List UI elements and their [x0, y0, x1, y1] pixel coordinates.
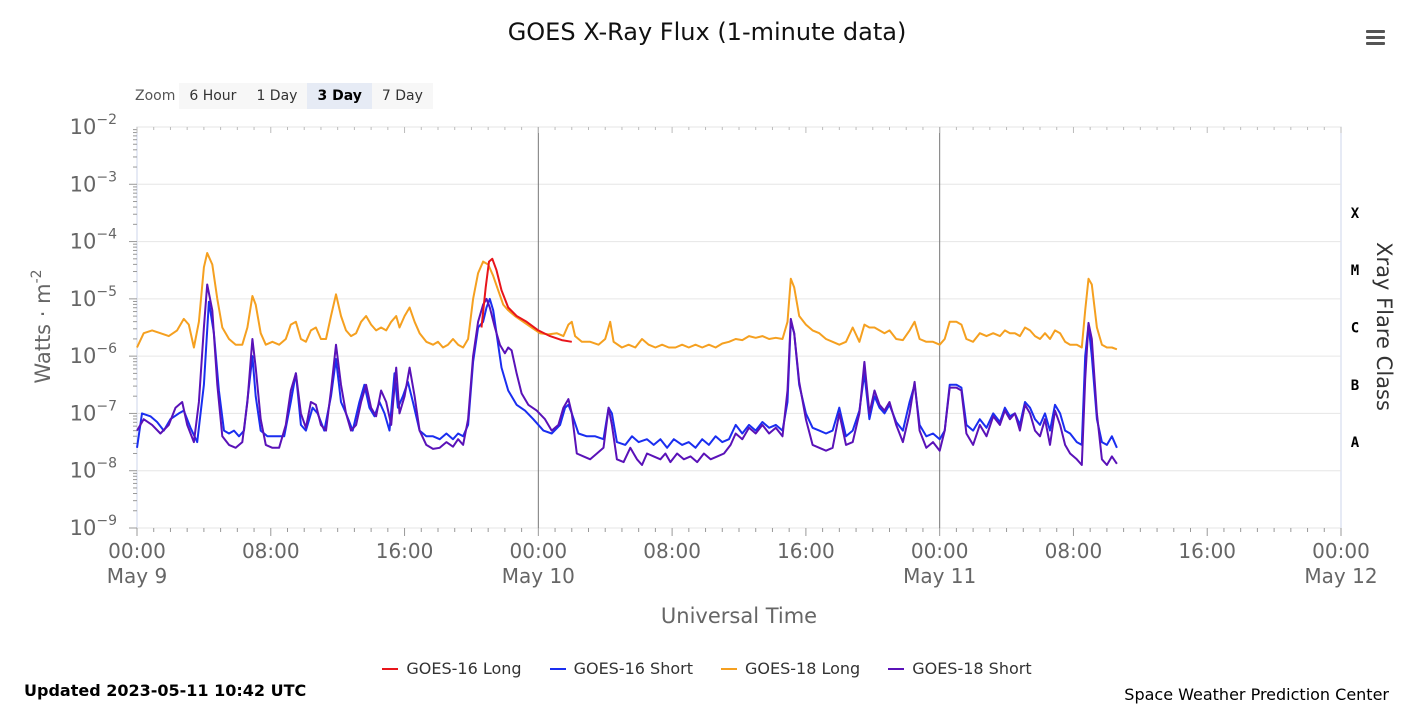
y-tick-label: 10−7: [70, 398, 117, 425]
x-tick-label: 08:00: [1045, 539, 1103, 563]
y-tick-label: 10−8: [70, 456, 117, 483]
y-tick-label: 10−3: [70, 169, 117, 196]
series-line-goes18-short: [136, 283, 1118, 466]
x-tick-label: 16:00: [376, 539, 434, 563]
x-tick-label: 08:00: [242, 539, 300, 563]
x-tick-date-label: May 12: [1304, 564, 1377, 588]
series-line-goes18-long: [136, 252, 1118, 351]
zoom-7-day-button[interactable]: 7 Day: [371, 83, 433, 109]
legend-item-goes18-long[interactable]: GOES-18 Long: [721, 659, 860, 678]
x-tick-date-label: May 11: [903, 564, 976, 588]
flare-class-label: A: [1351, 435, 1360, 451]
credit-text: Space Weather Prediction Center: [1124, 685, 1389, 704]
x-tick-date-label: May 10: [502, 564, 575, 588]
y-tick-label: 10−2: [70, 112, 117, 139]
y-axis-title: Watts · m-2: [29, 269, 55, 383]
flare-class-label: X: [1351, 206, 1360, 222]
legend-label: GOES-18 Short: [912, 659, 1032, 678]
legend-swatch: [382, 667, 399, 670]
series-line-goes16-short: [136, 297, 1118, 449]
plot-frame: [136, 126, 1342, 529]
x-axis-title: Universal Time: [661, 604, 817, 628]
x-tick-label: 16:00: [1178, 539, 1236, 563]
y-tick-label: 10−9: [70, 513, 117, 540]
legend-label: GOES-18 Long: [745, 659, 861, 678]
legend-swatch: [888, 667, 905, 670]
zoom-3-day-button[interactable]: 3 Day: [307, 83, 372, 109]
x-tick-label: 16:00: [777, 539, 835, 563]
y-tick-label: 10−5: [70, 284, 117, 311]
flare-class-label: M: [1351, 263, 1359, 279]
zoom-1-day-button[interactable]: 1 Day: [246, 83, 308, 109]
flare-class-label: B: [1351, 378, 1359, 394]
x-tick-label: 00:00: [1312, 539, 1370, 563]
x-tick-label: 00:00: [108, 539, 166, 563]
legend-swatch: [721, 667, 737, 670]
hamburger-menu-icon[interactable]: [1362, 24, 1390, 50]
right-axis-title: Xray Flare Class: [1372, 242, 1396, 411]
legend-item-goes16-long[interactable]: GOES-16 Long: [382, 659, 522, 678]
x-tick-date-label: May 9: [107, 564, 167, 588]
series-line-goes16-long: [480, 257, 572, 343]
zoom-label: Zoom: [135, 88, 176, 104]
zoom-bar: Zoom 6 Hour 1 Day 3 Day 7 Day: [135, 82, 433, 110]
legend-swatch: [549, 667, 566, 670]
flare-class-label: C: [1351, 321, 1359, 337]
legend-item-goes16-short[interactable]: GOES-16 Short: [549, 659, 693, 678]
y-tick-label: 10−4: [70, 227, 117, 254]
legend-label: GOES-16 Short: [573, 659, 693, 678]
zoom-6-hour-button[interactable]: 6 Hour: [179, 83, 247, 109]
x-tick-label: 08:00: [643, 539, 701, 563]
legend-label: GOES-16 Long: [406, 659, 522, 678]
updated-timestamp: Updated 2023-05-11 10:42 UTC: [24, 681, 307, 700]
x-tick-label: 00:00: [911, 539, 969, 563]
legend-item-goes18-short[interactable]: GOES-18 Short: [888, 659, 1032, 678]
y-tick-label: 10−6: [70, 341, 117, 368]
chart-legend: GOES-16 Long GOES-16 Short GOES-18 Long …: [0, 659, 1414, 678]
x-tick-label: 00:00: [510, 539, 568, 563]
chart-title: GOES X-Ray Flux (1-minute data): [507, 18, 907, 46]
